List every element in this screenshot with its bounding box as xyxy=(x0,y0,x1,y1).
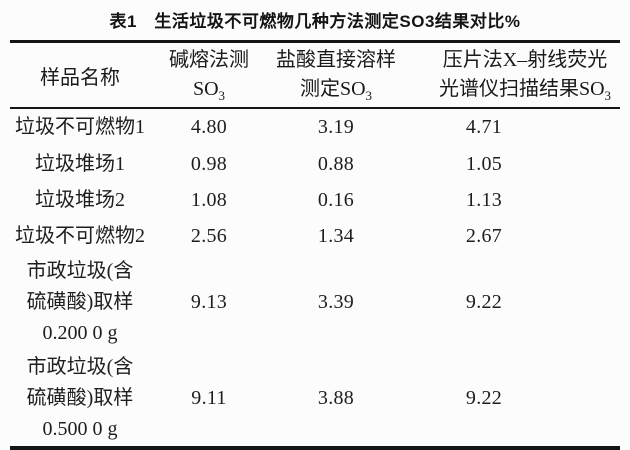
xrf-value-cell: 2.67 xyxy=(465,224,503,247)
header-xrf-method: 压片法X–射线荧光 光谱仪扫描结果SO3 xyxy=(404,41,620,109)
sample-name-line: 市政垃圾(含 xyxy=(26,260,134,282)
sample-name-cell: 垃圾堆场1 xyxy=(10,146,150,182)
so3-subscript: 3 xyxy=(218,88,226,103)
so3-subscript: 3 xyxy=(365,88,373,103)
sample-name-cell: 垃圾不可燃物2 xyxy=(10,218,150,254)
hcl-value-cell: 3.19 xyxy=(317,116,355,138)
alkali-value-cell: 2.56 xyxy=(190,224,228,247)
hcl-value-cell: 0.88 xyxy=(317,152,355,175)
alkali-value-cell: 4.80 xyxy=(190,116,228,138)
header-line: SO3 xyxy=(150,75,268,104)
table-row: 垃圾堆场1 0.98 0.88 1.05 xyxy=(10,146,620,182)
sample-name-cell: 市政垃圾(含 硫磺酸)取样 0.500 0 g xyxy=(10,351,150,448)
sample-name-line: 垃圾堆场2 xyxy=(35,188,125,211)
alkali-value-cell: 0.98 xyxy=(190,152,228,175)
header-alkali-fusion-method: 碱熔法测 SO3 xyxy=(150,41,268,109)
hcl-value-cell: 0.16 xyxy=(317,188,355,211)
sample-name-line: 垃圾堆场1 xyxy=(35,152,125,175)
header-line: 光谱仪扫描结果SO3 xyxy=(430,75,620,104)
sample-name-line: 0.200 0 g xyxy=(42,322,118,344)
sample-name-line: 硫磺酸)取样 xyxy=(26,387,134,409)
sample-name-cell: 市政垃圾(含 硫磺酸)取样 0.200 0 g xyxy=(10,254,150,351)
header-line: 压片法X–射线荧光 xyxy=(442,49,608,71)
hcl-value-cell: 3.88 xyxy=(317,387,355,409)
so3-formula: 光谱仪扫描结果SO xyxy=(438,78,605,100)
table-row: 市政垃圾(含 硫磺酸)取样 0.500 0 g 9.11 3.88 9.22 xyxy=(10,351,620,448)
xrf-value-cell: 9.22 xyxy=(465,291,503,313)
alkali-value-cell: 1.08 xyxy=(190,188,228,211)
so3-subscript: 3 xyxy=(604,88,612,103)
sample-name-line: 垃圾不可燃物2 xyxy=(15,224,145,247)
table-title: 表1 生活垃圾不可燃物几种方法测定SO3结果对比% xyxy=(109,12,521,31)
sample-name-cell: 垃圾堆场2 xyxy=(10,182,150,218)
hcl-value-cell: 1.34 xyxy=(317,224,355,247)
sample-name-line: 垃圾不可燃物1 xyxy=(15,116,145,138)
table-row: 垃圾堆场2 1.08 0.16 1.13 xyxy=(10,182,620,218)
xrf-value-cell: 9.22 xyxy=(465,387,503,409)
header-line: 盐酸直接溶样 xyxy=(276,49,396,71)
header-hcl-dissolution-method: 盐酸直接溶样 测定SO3 xyxy=(268,41,404,109)
xrf-value-cell: 4.71 xyxy=(465,116,503,138)
table-header: 样品名称 碱熔法测 SO3 盐酸直接溶样 测定SO3 压片法X–射线荧光 光谱仪… xyxy=(10,41,620,109)
table-row: 市政垃圾(含 硫磺酸)取样 0.200 0 g 9.13 3.39 9.22 xyxy=(10,254,620,351)
alkali-value-cell: 9.11 xyxy=(191,387,227,409)
sample-name-cell: 垃圾不可燃物1 xyxy=(10,108,150,146)
xrf-value-cell: 1.05 xyxy=(465,152,503,175)
table-body: 垃圾不可燃物1 4.80 3.19 4.71 垃圾堆场1 0.98 0.88 1… xyxy=(10,108,620,448)
table-row: 垃圾不可燃物2 2.56 1.34 2.67 xyxy=(10,218,620,254)
sample-name-line: 0.500 0 g xyxy=(42,418,118,440)
table-row: 垃圾不可燃物1 4.80 3.19 4.71 xyxy=(10,108,620,146)
xrf-value-cell: 1.13 xyxy=(465,188,503,211)
so3-formula: SO xyxy=(192,78,219,100)
header-row: 样品名称 碱熔法测 SO3 盐酸直接溶样 测定SO3 压片法X–射线荧光 光谱仪… xyxy=(10,41,620,109)
so3-formula: 测定SO xyxy=(299,78,366,100)
sample-name-line: 硫磺酸)取样 xyxy=(26,291,134,313)
header-line: 碱熔法测 xyxy=(169,49,249,71)
so3-results-table: 样品名称 碱熔法测 SO3 盐酸直接溶样 测定SO3 压片法X–射线荧光 光谱仪… xyxy=(10,40,620,450)
hcl-value-cell: 3.39 xyxy=(317,291,355,313)
alkali-value-cell: 9.13 xyxy=(190,291,228,313)
header-line: 测定SO3 xyxy=(268,75,404,104)
sample-name-line: 市政垃圾(含 xyxy=(26,356,134,378)
header-sample-name: 样品名称 xyxy=(10,41,150,109)
